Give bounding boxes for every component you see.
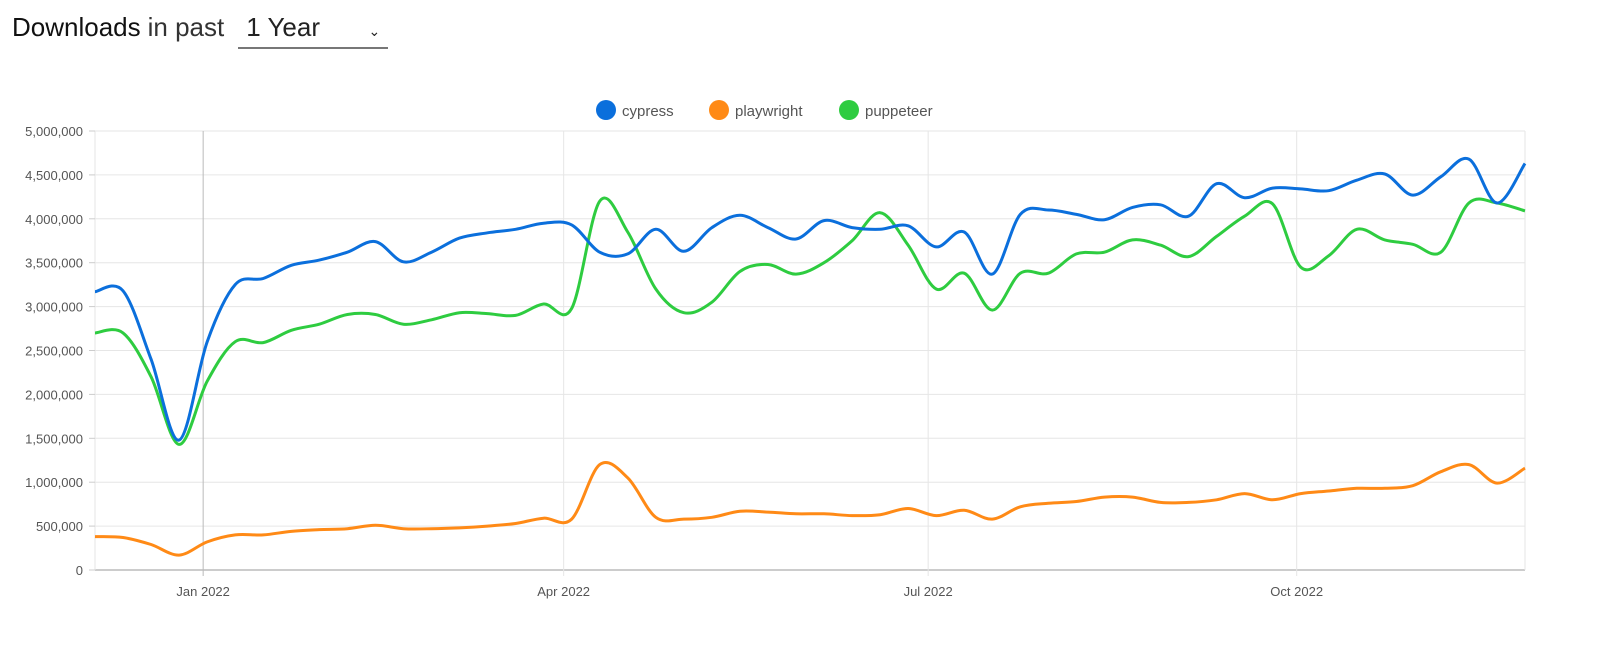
period-select[interactable]: 1 Year ⌄ — [238, 12, 389, 49]
series-line-cypress — [94, 156, 1527, 442]
legend-item-puppeteer[interactable]: puppeteer — [839, 100, 933, 120]
x-tick-label: Oct 2022 — [1270, 584, 1323, 599]
legend-item-cypress[interactable]: cypress — [596, 100, 674, 120]
y-tick-label: 0 — [76, 563, 83, 578]
y-tick-label: 4,000,000 — [25, 212, 83, 227]
period-selected-value: 1 Year — [246, 12, 320, 42]
chevron-down-icon: ⌄ — [368, 23, 381, 39]
legend-swatch — [596, 100, 616, 120]
series-line-puppeteer — [94, 196, 1526, 446]
y-tick-label: 4,500,000 — [25, 168, 83, 183]
legend-label: playwright — [735, 103, 803, 120]
y-tick-label: 500,000 — [36, 519, 83, 534]
y-tick-label: 3,000,000 — [25, 300, 83, 315]
legend-swatch — [839, 100, 859, 120]
series-line-playwright — [94, 461, 1526, 557]
y-tick-label: 2,000,000 — [25, 387, 83, 402]
y-tick-label: 2,500,000 — [25, 344, 83, 359]
y-tick-label: 1,500,000 — [25, 431, 83, 446]
downloads-header: Downloads in past 1 Year ⌄ — [12, 12, 389, 49]
legend-swatch — [709, 100, 729, 120]
x-tick-label: Jan 2022 — [176, 584, 230, 599]
header-subtitle: in past — [147, 12, 225, 42]
x-tick-label: Apr 2022 — [537, 584, 590, 599]
y-tick-label: 1,000,000 — [25, 475, 83, 490]
x-tick-label: Jul 2022 — [904, 584, 953, 599]
y-tick-label: 3,500,000 — [25, 256, 83, 271]
legend-label: cypress — [622, 103, 674, 120]
y-tick-label: 5,000,000 — [25, 124, 83, 139]
legend-item-playwright[interactable]: playwright — [709, 100, 803, 120]
header-title: Downloads — [12, 12, 141, 42]
legend-label: puppeteer — [865, 103, 933, 120]
